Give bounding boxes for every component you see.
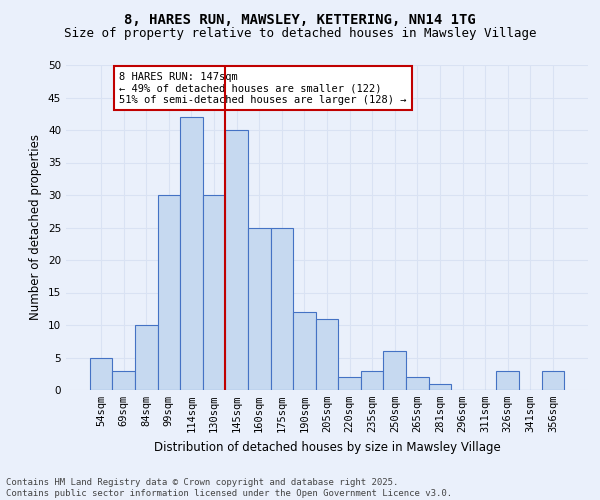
Bar xyxy=(203,195,226,390)
Bar xyxy=(226,130,248,390)
Text: 8, HARES RUN, MAWSLEY, KETTERING, NN14 1TG: 8, HARES RUN, MAWSLEY, KETTERING, NN14 1… xyxy=(124,12,476,26)
Bar xyxy=(135,325,158,390)
Bar xyxy=(383,351,406,390)
Text: Size of property relative to detached houses in Mawsley Village: Size of property relative to detached ho… xyxy=(64,28,536,40)
Bar xyxy=(112,370,135,390)
Bar xyxy=(542,370,564,390)
Bar xyxy=(338,377,361,390)
Text: 8 HARES RUN: 147sqm
← 49% of detached houses are smaller (122)
51% of semi-detac: 8 HARES RUN: 147sqm ← 49% of detached ho… xyxy=(119,72,407,104)
Bar xyxy=(406,377,428,390)
Bar xyxy=(316,318,338,390)
Bar xyxy=(496,370,519,390)
Bar xyxy=(271,228,293,390)
Bar xyxy=(428,384,451,390)
Bar xyxy=(361,370,383,390)
Y-axis label: Number of detached properties: Number of detached properties xyxy=(29,134,43,320)
Bar xyxy=(90,358,112,390)
Bar xyxy=(293,312,316,390)
Bar xyxy=(248,228,271,390)
X-axis label: Distribution of detached houses by size in Mawsley Village: Distribution of detached houses by size … xyxy=(154,440,500,454)
Bar xyxy=(158,195,180,390)
Text: Contains HM Land Registry data © Crown copyright and database right 2025.
Contai: Contains HM Land Registry data © Crown c… xyxy=(6,478,452,498)
Bar xyxy=(180,117,203,390)
